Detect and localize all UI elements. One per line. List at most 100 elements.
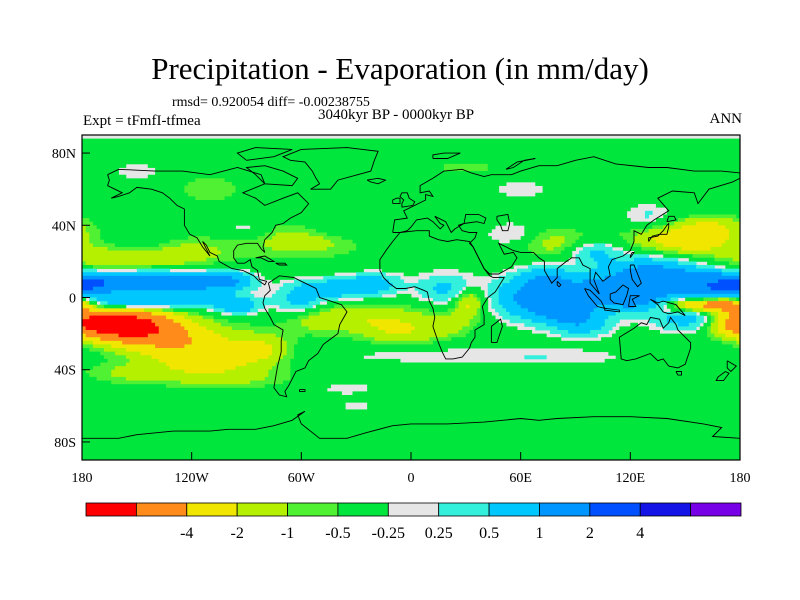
field-cell bbox=[535, 311, 591, 316]
field-cell bbox=[253, 330, 350, 335]
coast-eurasia bbox=[392, 156, 740, 295]
field-cell bbox=[641, 246, 657, 251]
field-cell bbox=[615, 272, 723, 277]
field-cell bbox=[184, 326, 207, 331]
field-cell bbox=[155, 322, 182, 327]
field-cell bbox=[666, 210, 740, 215]
field-cell bbox=[707, 311, 712, 316]
field-cell bbox=[257, 311, 310, 316]
colorbar: -4 -2 -1 -0.5 -0.25 0.25 0.5 1 2 4 bbox=[85, 502, 742, 542]
coast-sulawesi bbox=[628, 295, 640, 307]
field-cell bbox=[202, 315, 214, 320]
field-cell bbox=[92, 265, 152, 270]
field-cell bbox=[590, 268, 624, 273]
field-cell bbox=[100, 228, 273, 233]
field-cell bbox=[198, 311, 222, 316]
field-cell bbox=[502, 283, 525, 288]
field-cell bbox=[644, 210, 653, 215]
field-cell bbox=[82, 376, 98, 381]
field-cell bbox=[458, 330, 470, 335]
field-cell bbox=[527, 243, 543, 248]
field-cell bbox=[82, 243, 94, 248]
field-cell bbox=[82, 250, 222, 255]
field-cell bbox=[180, 243, 207, 248]
field-cell bbox=[286, 340, 299, 345]
field-cell bbox=[714, 333, 726, 338]
field-cell bbox=[498, 293, 514, 298]
coast-taiwan bbox=[629, 251, 635, 259]
field-cell bbox=[82, 257, 207, 262]
field-cell bbox=[92, 221, 507, 226]
field-cell bbox=[666, 207, 740, 212]
field-cell bbox=[389, 279, 405, 284]
field-cell bbox=[82, 290, 112, 295]
field-cell bbox=[721, 308, 740, 313]
field-cell bbox=[568, 330, 591, 335]
field-cell bbox=[188, 181, 233, 186]
field-cell bbox=[82, 192, 189, 197]
field-cell bbox=[674, 301, 679, 306]
field-cell bbox=[601, 326, 613, 331]
field-cell bbox=[469, 319, 481, 324]
field-cell bbox=[597, 261, 679, 266]
field-cell bbox=[82, 279, 105, 284]
field-cell bbox=[275, 290, 291, 295]
field-cell bbox=[670, 297, 679, 302]
field-cell bbox=[381, 268, 434, 273]
field-cell bbox=[82, 246, 108, 251]
field-cell bbox=[458, 301, 481, 306]
field-cell bbox=[82, 395, 740, 400]
field-cell bbox=[85, 326, 160, 331]
field-cell bbox=[283, 283, 302, 288]
field-cell bbox=[272, 348, 288, 353]
field-cell bbox=[114, 366, 171, 371]
field-cell bbox=[82, 431, 740, 436]
field-cell bbox=[586, 319, 606, 324]
field-cell bbox=[703, 322, 712, 327]
field-cell bbox=[710, 315, 715, 320]
field-cell bbox=[82, 441, 740, 446]
field-cell bbox=[82, 167, 119, 172]
field-cell bbox=[286, 344, 295, 349]
lon-tick-label: 0 bbox=[408, 471, 415, 486]
field-cell bbox=[180, 380, 251, 385]
field-cell bbox=[451, 283, 467, 288]
field-cell bbox=[524, 228, 547, 233]
field-cell bbox=[729, 261, 740, 266]
field-cell bbox=[370, 340, 434, 345]
lon-tick-label: 60W bbox=[288, 471, 316, 486]
field-cell bbox=[173, 308, 207, 313]
field-cell bbox=[608, 351, 740, 356]
field-cell bbox=[696, 319, 704, 324]
colorbar-box bbox=[337, 502, 389, 517]
field-cell bbox=[524, 355, 547, 360]
field-cell bbox=[312, 333, 364, 338]
field-cell bbox=[725, 225, 740, 230]
field-cell bbox=[250, 268, 364, 273]
field-cell bbox=[147, 333, 189, 338]
field-cell bbox=[246, 362, 277, 367]
field-cell bbox=[169, 366, 236, 371]
field-cell bbox=[710, 322, 719, 327]
field-cell bbox=[707, 301, 734, 306]
field-cell bbox=[429, 337, 452, 342]
stats-label: rmsd= 0.920054 diff= -0.00238755 bbox=[172, 95, 370, 110]
field-cell bbox=[469, 293, 474, 298]
coast-new-guinea bbox=[650, 298, 686, 317]
field-cell bbox=[549, 330, 569, 335]
field-cell bbox=[82, 239, 90, 244]
field-cell bbox=[590, 315, 609, 320]
field-cell bbox=[82, 413, 740, 418]
field-cell bbox=[476, 311, 481, 316]
field-cell bbox=[82, 156, 740, 161]
field-cell bbox=[323, 275, 357, 280]
field-cell bbox=[648, 308, 664, 313]
field-cell bbox=[648, 301, 660, 306]
field-cell bbox=[235, 290, 251, 295]
field-cell bbox=[418, 279, 467, 284]
field-cell bbox=[685, 308, 693, 313]
field-cell bbox=[666, 293, 740, 298]
field-cell bbox=[688, 257, 715, 262]
field-cell bbox=[308, 311, 321, 316]
